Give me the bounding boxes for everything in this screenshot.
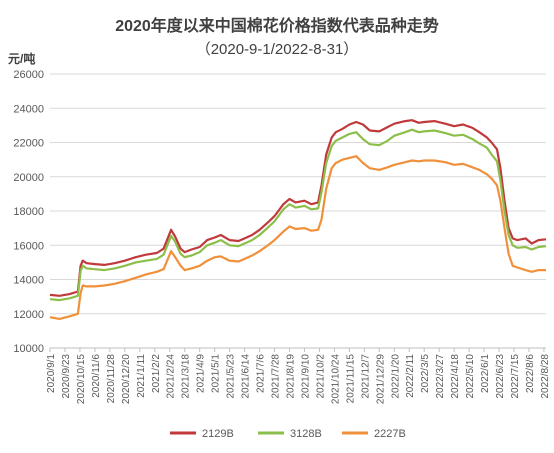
x-tick-label: 2022/5/10 [465,354,476,399]
x-tick-label: 2020/9/23 [61,354,72,399]
x-tick-label: 2021/3/18 [181,354,192,399]
x-tick-label: 2021/7/6 [256,354,267,393]
x-tick-label: 2021/8/19 [285,354,296,399]
x-tick-label: 2021/12/7 [360,354,371,399]
y-tick-label: 10000 [13,343,44,355]
series-line-3128B [49,128,547,302]
x-tick-label: 2021/10/24 [330,354,341,404]
y-tick-label: 26000 [13,69,44,81]
x-tick-label: 2022/7/15 [510,354,521,399]
series-line-2227B [49,155,546,320]
x-tick-label: 2022/8/6 [525,354,536,393]
x-tick-label: 2021/12/29 [375,354,386,404]
x-tick-label: 2022/1/20 [390,354,401,399]
y-tick-label: 20000 [13,172,44,184]
x-tick-label: 2022/2/11 [405,354,416,398]
x-tick-label: 2022/6/23 [495,354,506,399]
x-tick-label: 2022/4/18 [450,354,461,399]
legend-entry: 3128B [290,428,322,440]
x-tick-label: 2021/1/11 [136,354,147,398]
x-tick-label: 2020/12/20 [121,354,132,404]
y-tick-label: 16000 [13,240,44,252]
x-tick-label: 2021/11/15 [345,354,356,404]
y-tick-label: 12000 [13,309,44,321]
x-tick-label: 2020/11/28 [106,354,117,404]
y-tick-label: 24000 [13,103,44,115]
chart-subtitle: （2020-9-1/2022-8-31） [195,41,359,58]
x-tick-label: 2021/2/2 [151,354,162,393]
x-tick-label: 2021/2/24 [166,354,177,399]
x-tick-label: 2020/10/15 [76,354,87,404]
y-tick-label: 22000 [13,138,44,150]
x-tick-label: 2022/3/5 [420,354,431,393]
x-tick-label: 2021/4/9 [196,354,207,393]
x-tick-label: 2020/11/6 [91,354,102,398]
legend-entry: 2227B [374,428,406,440]
series-line-2129B [49,119,547,297]
y-tick-label: 18000 [13,206,44,218]
legend-entry: 2129B [202,428,234,440]
x-tick-label: 2022/8/28 [540,354,551,399]
x-tick-label: 2021/5/1 [211,354,222,393]
x-tick-label: 2021/10/2 [315,354,326,399]
x-tick-label: 2022/3/27 [435,354,446,399]
x-tick-label: 2021/5/23 [226,354,237,399]
chart-title: 2020年度以来中国棉花价格指数代表品种走势 [115,18,439,35]
y-axis-label: 元/吨 [8,52,36,66]
y-tick-label: 14000 [13,275,44,287]
x-tick-label: 2022/6/1 [480,354,491,393]
x-tick-label: 2021/6/14 [241,354,252,399]
x-tick-label: 2021/9/10 [300,354,311,399]
x-tick-label: 2020/9/1 [46,354,57,393]
x-tick-label: 2021/7/28 [271,354,282,399]
